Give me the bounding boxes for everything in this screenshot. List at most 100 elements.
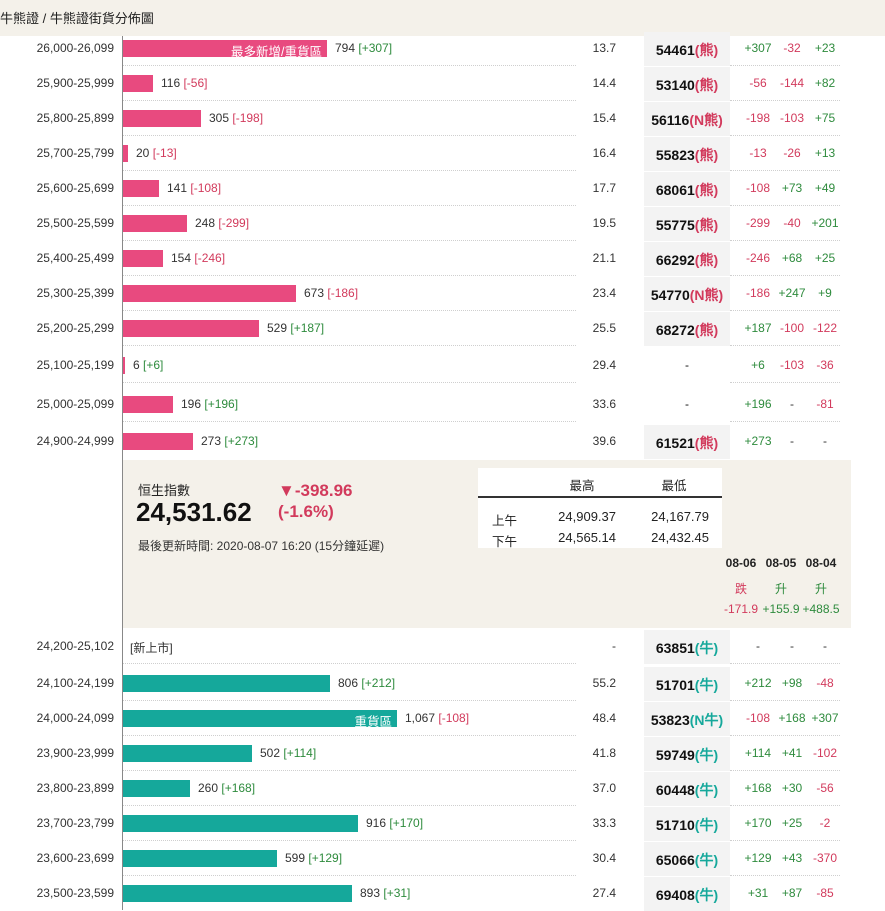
- bear-bar[interactable]: [123, 433, 193, 450]
- bull-row: 23,900-23,999 502 [+114] 41.8 59749(牛) +114 +…: [0, 737, 885, 771]
- history-date: 08-06: [725, 556, 757, 570]
- bull-row: 24,100-24,199 806 [+212] 55.2 51701(牛) +212 +…: [0, 667, 885, 701]
- bar-value: 893 [+31]: [360, 886, 410, 900]
- bull-bar[interactable]: [123, 780, 190, 797]
- code-suffix: (N熊): [689, 112, 723, 128]
- code-suffix: (熊): [694, 42, 719, 58]
- bear-bar[interactable]: [123, 180, 159, 197]
- code-cell-bg: [644, 137, 730, 171]
- bar-value: 502 [+114]: [260, 746, 316, 760]
- daily-change: -: [823, 639, 827, 653]
- bear-bar[interactable]: [123, 320, 259, 337]
- bear-bar[interactable]: [123, 250, 163, 267]
- outstanding-value: 893: [360, 886, 384, 900]
- bear-bar[interactable]: [123, 145, 128, 162]
- bar-value: 794 [+307]: [335, 41, 392, 55]
- distance-pct: 25.5: [592, 321, 616, 335]
- code-value: 60448: [655, 782, 695, 798]
- range-label: 25,800-25,899: [36, 111, 114, 125]
- row-divider: [730, 170, 840, 172]
- code-value: 69408: [655, 887, 695, 903]
- bear-row: 24,900-24,999 273 [+273] 39.6 61521(熊) +273 -…: [0, 425, 885, 459]
- bear-row: 25,700-25,799 20 [-13] 16.4 55823(熊) -13 -26 +…: [0, 137, 885, 171]
- range-label: 25,000-25,099: [36, 397, 114, 411]
- range-label: 25,200-25,299: [36, 321, 114, 335]
- outstanding-value: 599: [285, 851, 309, 865]
- row-divider: [123, 100, 576, 102]
- warrant-code[interactable]: 69408(牛): [644, 885, 730, 905]
- warrant-code[interactable]: 53140(熊): [644, 75, 730, 95]
- outstanding-change: [+31]: [383, 886, 411, 900]
- warrant-code[interactable]: 51710(牛): [644, 815, 730, 835]
- bull-row: 23,500-23,599 893 [+31] 27.4 69408(牛) +31 +87…: [0, 877, 885, 911]
- outstanding-value: 20: [136, 146, 153, 160]
- outstanding-change: [+114]: [283, 746, 317, 760]
- daily-change: +307: [744, 41, 772, 55]
- warrant-code[interactable]: 68272(熊): [644, 320, 730, 340]
- bull-bar[interactable]: 重貨區: [123, 710, 397, 729]
- bar-value: 260 [+168]: [198, 781, 255, 795]
- daily-change: -85: [816, 886, 834, 900]
- warrant-code[interactable]: 55823(熊): [644, 145, 730, 165]
- daily-change: -: [790, 397, 794, 411]
- bull-bar[interactable]: [123, 675, 330, 692]
- row-divider: [123, 770, 576, 772]
- row-divider: [730, 421, 840, 423]
- row-divider: [730, 275, 840, 277]
- warrant-code[interactable]: 53823(N牛): [644, 710, 730, 730]
- row-divider: [123, 663, 576, 665]
- bull-bar[interactable]: [123, 745, 252, 762]
- bull-bar[interactable]: [123, 815, 358, 832]
- bear-row: 25,500-25,599 248 [-299] 19.5 55775(熊) -299-…: [0, 207, 885, 241]
- row-divider: [123, 700, 576, 702]
- range-label: 25,300-25,399: [36, 286, 114, 300]
- warrant-code[interactable]: 61521(熊): [644, 433, 730, 453]
- index-value: 24,531.62: [136, 497, 252, 527]
- bear-bar[interactable]: [123, 75, 153, 92]
- history-change: +155.9: [762, 602, 800, 616]
- warrant-code[interactable]: 65066(牛): [644, 850, 730, 870]
- outstanding-value: 196: [181, 397, 205, 411]
- daily-change: -370: [812, 851, 838, 865]
- high-low-table: 最高 最低 上午 24,909.37 24,167.79 下午 24,565.1…: [478, 468, 722, 549]
- bear-bar[interactable]: [123, 215, 187, 232]
- warrant-code[interactable]: 68061(熊): [644, 180, 730, 200]
- daily-change: -56: [749, 76, 767, 90]
- bear-bar[interactable]: 最多新增/重貨區: [123, 40, 327, 59]
- distance-pct: 33.3: [592, 816, 616, 830]
- distance-pct: 30.4: [592, 851, 616, 865]
- daily-change: -102: [812, 746, 838, 760]
- outstanding-value: 6: [133, 358, 144, 372]
- bear-bar[interactable]: [123, 357, 125, 374]
- row-divider: [730, 205, 840, 207]
- warrant-code[interactable]: 63851(牛): [644, 638, 730, 658]
- row-divider: [123, 170, 576, 172]
- outstanding-change: [+187]: [290, 321, 325, 335]
- warrant-code[interactable]: 54461(熊): [644, 40, 730, 60]
- warrant-code[interactable]: 60448(牛): [644, 780, 730, 800]
- code-cell-bg: [644, 842, 730, 876]
- bear-bar[interactable]: [123, 110, 201, 127]
- range-label: 25,500-25,599: [36, 216, 114, 230]
- warrant-code[interactable]: 56116(N熊): [644, 110, 730, 130]
- bear-bar[interactable]: [123, 285, 296, 302]
- bull-bar[interactable]: [123, 885, 352, 902]
- outstanding-change: [-108]: [438, 711, 470, 725]
- outstanding-value: 273: [201, 434, 225, 448]
- code-value: 55775: [655, 217, 695, 233]
- warrant-code[interactable]: 66292(熊): [644, 250, 730, 270]
- distance-pct: -: [612, 639, 616, 653]
- daily-change: +98: [781, 676, 803, 690]
- range-label: 24,900-24,999: [36, 434, 114, 448]
- bar-value: 916 [+170]: [366, 816, 423, 830]
- daily-change: +13: [814, 146, 836, 160]
- warrant-code[interactable]: 51701(牛): [644, 675, 730, 695]
- outstanding-value: 116: [161, 76, 184, 90]
- warrant-code[interactable]: 54770(N熊): [644, 285, 730, 305]
- breadcrumb[interactable]: 牛熊證 / 牛熊證街貨分佈圖: [0, 11, 154, 26]
- code-cell-bg: [644, 425, 730, 459]
- warrant-code[interactable]: 55775(熊): [644, 215, 730, 235]
- bear-bar[interactable]: [123, 396, 173, 413]
- bull-bar[interactable]: [123, 850, 277, 867]
- warrant-code[interactable]: 59749(牛): [644, 745, 730, 765]
